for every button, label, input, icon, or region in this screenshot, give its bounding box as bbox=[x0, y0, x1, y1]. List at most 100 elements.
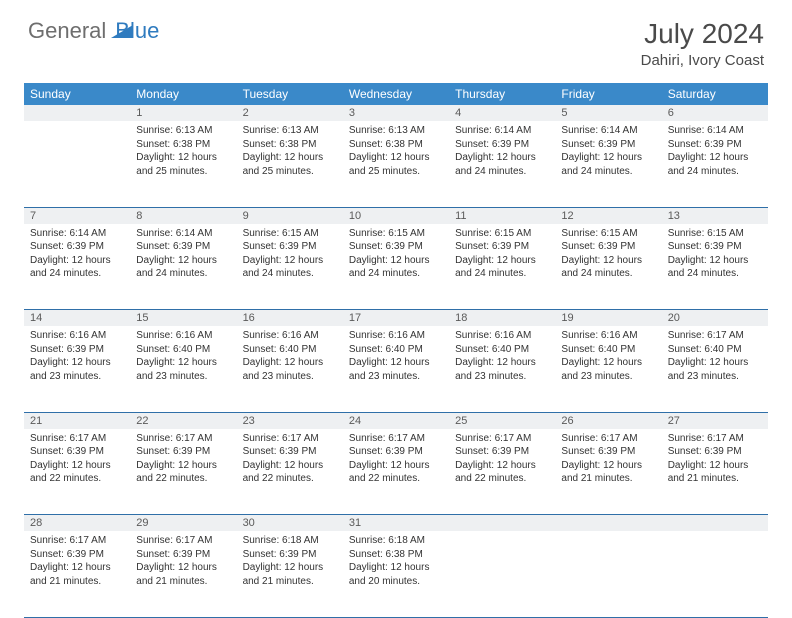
day-number: 26 bbox=[561, 415, 573, 427]
day-number: 19 bbox=[561, 312, 573, 324]
day-info-line: Sunset: 6:39 PM bbox=[136, 445, 230, 459]
day-number-row: 21222324252627 bbox=[24, 412, 768, 429]
day-number: 17 bbox=[349, 312, 361, 324]
day-content: Sunrise: 6:17 AMSunset: 6:39 PMDaylight:… bbox=[130, 429, 236, 490]
day-info-line: Sunrise: 6:13 AM bbox=[136, 124, 230, 138]
day-content bbox=[449, 531, 555, 538]
day-info-line: Sunrise: 6:17 AM bbox=[455, 432, 549, 446]
day-info-line: Daylight: 12 hours and 24 minutes. bbox=[668, 151, 762, 178]
day-info-line: Sunset: 6:39 PM bbox=[243, 548, 337, 562]
day-number: 22 bbox=[136, 415, 148, 427]
day-info-line: Daylight: 12 hours and 24 minutes. bbox=[455, 254, 549, 281]
day-info-line: Sunset: 6:39 PM bbox=[668, 138, 762, 152]
day-cell: Sunrise: 6:17 AMSunset: 6:39 PMDaylight:… bbox=[237, 429, 343, 515]
day-number-cell: 18 bbox=[449, 310, 555, 327]
logo: General Blue bbox=[28, 18, 159, 44]
day-cell: Sunrise: 6:13 AMSunset: 6:38 PMDaylight:… bbox=[237, 121, 343, 207]
day-number-cell: 10 bbox=[343, 207, 449, 224]
day-number-cell: 15 bbox=[130, 310, 236, 327]
day-content: Sunrise: 6:17 AMSunset: 6:39 PMDaylight:… bbox=[555, 429, 661, 490]
day-info-line: Daylight: 12 hours and 23 minutes. bbox=[243, 356, 337, 383]
day-cell: Sunrise: 6:16 AMSunset: 6:40 PMDaylight:… bbox=[449, 326, 555, 412]
day-info-line: Daylight: 12 hours and 21 minutes. bbox=[243, 561, 337, 588]
day-number: 18 bbox=[455, 312, 467, 324]
day-info-line: Daylight: 12 hours and 25 minutes. bbox=[243, 151, 337, 178]
day-number-cell: 31 bbox=[343, 515, 449, 532]
day-cell: Sunrise: 6:15 AMSunset: 6:39 PMDaylight:… bbox=[555, 224, 661, 310]
day-info-line: Sunrise: 6:15 AM bbox=[349, 227, 443, 241]
week-row: Sunrise: 6:17 AM Sunset: 6:39 PM Daylight:… bbox=[24, 429, 768, 515]
day-info-line: Daylight: 12 hours and 21 minutes. bbox=[136, 561, 230, 588]
day-content: Sunrise: 6:14 AMSunset: 6:39 PMDaylight:… bbox=[130, 224, 236, 285]
day-info-line: Sunset: 6:40 PM bbox=[136, 343, 230, 357]
day-cell: Sunrise: 6:17 AMSunset: 6:39 PMDaylight:… bbox=[24, 531, 130, 617]
day-cell: Sunrise: 6:17 AMSunset: 6:39 PMDaylight:… bbox=[130, 429, 236, 515]
day-info-line: Daylight: 12 hours and 23 minutes. bbox=[561, 356, 655, 383]
day-info-line: Daylight: 12 hours and 23 minutes. bbox=[30, 356, 124, 383]
day-content: Sunrise: 6:16 AMSunset: 6:40 PMDaylight:… bbox=[555, 326, 661, 387]
day-info-line: Sunrise: 6:17 AM bbox=[136, 534, 230, 548]
day-info-line: Sunrise: 6:16 AM bbox=[455, 329, 549, 343]
day-info-line: Sunrise: 6:15 AM bbox=[561, 227, 655, 241]
day-number-cell bbox=[662, 515, 768, 532]
day-number-cell: 20 bbox=[662, 310, 768, 327]
day-number-cell: 22 bbox=[130, 412, 236, 429]
day-content: Sunrise: 6:17 AMSunset: 6:39 PMDaylight:… bbox=[24, 531, 130, 592]
day-content: Sunrise: 6:17 AMSunset: 6:39 PMDaylight:… bbox=[130, 531, 236, 592]
day-number: 2 bbox=[243, 107, 249, 119]
day-number: 8 bbox=[136, 210, 142, 222]
day-number-cell: 7 bbox=[24, 207, 130, 224]
day-content: Sunrise: 6:16 AMSunset: 6:40 PMDaylight:… bbox=[237, 326, 343, 387]
day-info-line: Sunrise: 6:15 AM bbox=[243, 227, 337, 241]
day-info-line: Sunset: 6:39 PM bbox=[561, 138, 655, 152]
day-content: Sunrise: 6:18 AMSunset: 6:39 PMDaylight:… bbox=[237, 531, 343, 592]
day-info-line: Sunset: 6:38 PM bbox=[243, 138, 337, 152]
day-number: 21 bbox=[30, 415, 42, 427]
day-info-line: Sunset: 6:39 PM bbox=[668, 445, 762, 459]
title-block: July 2024 Dahiri, Ivory Coast bbox=[641, 18, 764, 69]
day-info-line: Daylight: 12 hours and 24 minutes. bbox=[561, 254, 655, 281]
day-number-row: 28293031 bbox=[24, 515, 768, 532]
day-content: Sunrise: 6:15 AMSunset: 6:39 PMDaylight:… bbox=[555, 224, 661, 285]
day-number: 24 bbox=[349, 415, 361, 427]
day-number-cell: 2 bbox=[237, 105, 343, 121]
day-number-cell: 19 bbox=[555, 310, 661, 327]
day-cell: Sunrise: 6:16 AMSunset: 6:39 PMDaylight:… bbox=[24, 326, 130, 412]
day-content: Sunrise: 6:16 AMSunset: 6:40 PMDaylight:… bbox=[130, 326, 236, 387]
day-cell: Sunrise: 6:16 AMSunset: 6:40 PMDaylight:… bbox=[130, 326, 236, 412]
day-info-line: Sunset: 6:38 PM bbox=[349, 548, 443, 562]
day-number: 30 bbox=[243, 517, 255, 529]
day-info-line: Sunrise: 6:14 AM bbox=[668, 124, 762, 138]
day-number: 27 bbox=[668, 415, 680, 427]
logo-text-blue: Blue bbox=[115, 18, 159, 44]
day-cell: Sunrise: 6:17 AMSunset: 6:39 PMDaylight:… bbox=[555, 429, 661, 515]
day-cell: Sunrise: 6:15 AMSunset: 6:39 PMDaylight:… bbox=[237, 224, 343, 310]
day-cell bbox=[662, 531, 768, 617]
day-cell bbox=[24, 121, 130, 207]
day-info-line: Daylight: 12 hours and 20 minutes. bbox=[349, 561, 443, 588]
day-info-line: Daylight: 12 hours and 23 minutes. bbox=[136, 356, 230, 383]
day-number-cell: 30 bbox=[237, 515, 343, 532]
day-info-line: Sunset: 6:40 PM bbox=[561, 343, 655, 357]
day-info-line: Daylight: 12 hours and 24 minutes. bbox=[30, 254, 124, 281]
day-number-cell bbox=[449, 515, 555, 532]
day-info-line: Daylight: 12 hours and 21 minutes. bbox=[561, 459, 655, 486]
day-info-line: Daylight: 12 hours and 24 minutes. bbox=[668, 254, 762, 281]
day-info-line: Daylight: 12 hours and 22 minutes. bbox=[243, 459, 337, 486]
calendar-table: Sunday Monday Tuesday Wednesday Thursday… bbox=[24, 83, 768, 618]
day-cell: Sunrise: 6:16 AMSunset: 6:40 PMDaylight:… bbox=[343, 326, 449, 412]
day-number: 4 bbox=[455, 107, 461, 119]
day-number: 14 bbox=[30, 312, 42, 324]
day-info-line: Sunset: 6:39 PM bbox=[136, 548, 230, 562]
weekday-header: Sunday bbox=[24, 83, 130, 105]
day-info-line: Sunset: 6:40 PM bbox=[668, 343, 762, 357]
day-cell: Sunrise: 6:17 AMSunset: 6:39 PMDaylight:… bbox=[343, 429, 449, 515]
day-info-line: Sunrise: 6:17 AM bbox=[30, 432, 124, 446]
day-number-cell: 25 bbox=[449, 412, 555, 429]
day-number-cell: 9 bbox=[237, 207, 343, 224]
day-cell: Sunrise: 6:18 AMSunset: 6:38 PMDaylight:… bbox=[343, 531, 449, 617]
day-content: Sunrise: 6:14 AMSunset: 6:39 PMDaylight:… bbox=[24, 224, 130, 285]
day-content bbox=[555, 531, 661, 538]
day-content: Sunrise: 6:14 AMSunset: 6:39 PMDaylight:… bbox=[555, 121, 661, 182]
day-info-line: Sunset: 6:40 PM bbox=[455, 343, 549, 357]
